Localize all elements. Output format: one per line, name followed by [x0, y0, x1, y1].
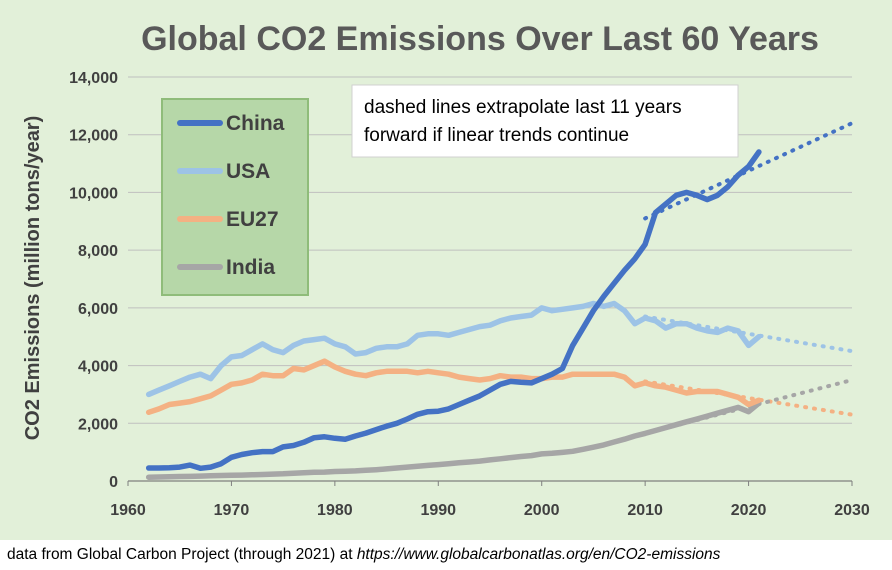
y-tick-label: 8,000 [78, 243, 118, 260]
y-tick-label: 10,000 [69, 185, 118, 202]
x-tick-label: 1980 [317, 502, 353, 519]
legend: China USA EU27 India [161, 98, 309, 296]
chart-title: Global CO2 Emissions Over Last 60 Years [141, 20, 819, 58]
legend-label-china: China [226, 112, 285, 135]
x-tick-label: 2030 [834, 502, 870, 519]
legend-box [161, 98, 309, 296]
annotation-box: dashed lines extrapolate last 11 years f… [351, 84, 739, 158]
source-url: https://www.globalcarbonatlas.org/en/CO2… [356, 546, 721, 563]
line-chart: Global CO2 Emissions Over Last 60 Years … [22, 20, 870, 519]
y-axis-label: CO2 Emissions (million tons/year) [22, 116, 44, 441]
annotation-line-1: dashed lines extrapolate last 11 years [364, 97, 682, 118]
x-tick-label: 2000 [524, 502, 560, 519]
source-caption: data from Global Carbon Project (through… [0, 540, 892, 570]
y-tick-label: 6,000 [78, 301, 118, 318]
series-line-china [145, 149, 762, 472]
x-tick-label: 2020 [731, 502, 767, 519]
x-tick-label: 1990 [420, 502, 456, 519]
y-tick-label: 14,000 [69, 70, 118, 87]
annotation-line-2: forward if linear trends continue [364, 125, 629, 146]
y-tick-label: 12,000 [69, 128, 118, 145]
series-line-usa [145, 300, 762, 398]
series-line-india [145, 400, 762, 480]
caption-text: data from Global Carbon Project (through… [7, 546, 353, 563]
axes: 0 2,000 4,000 6,000 8,000 10,000 12,000 14,000 1… [69, 70, 870, 519]
legend-label-india: India [226, 256, 275, 279]
legend-label-usa: USA [226, 160, 270, 183]
series-line-eu27 [145, 358, 762, 416]
x-tick-label: 1960 [110, 502, 146, 519]
y-tick-label: 4,000 [78, 359, 118, 376]
series-lines [145, 149, 762, 480]
chart-frame: Global CO2 Emissions Over Last 60 Years … [0, 0, 892, 540]
extrapolation-eu27 [643, 379, 854, 417]
y-tick-label: 2,000 [78, 416, 118, 433]
x-tick-label: 1970 [214, 502, 250, 519]
annotation-background [351, 84, 739, 158]
x-tick-label: 2010 [627, 502, 663, 519]
extrapolation-china [643, 121, 854, 221]
y-tick-label: 0 [109, 474, 118, 491]
legend-label-eu27: EU27 [226, 208, 279, 231]
